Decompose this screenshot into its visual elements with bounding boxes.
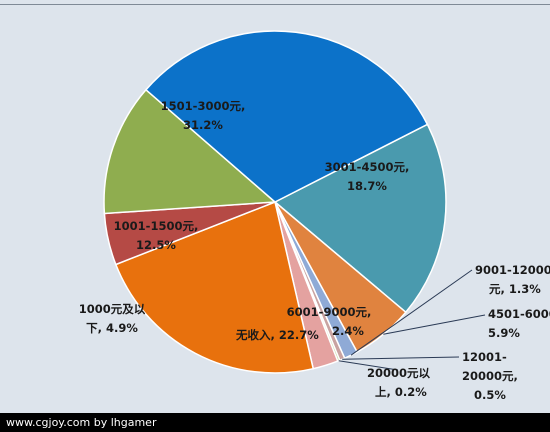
pie-slice	[273, 123, 447, 314]
frame-line	[0, 4, 550, 5]
slice-label-20000-plus: 20000元以上, 0.2%	[367, 366, 431, 399]
watermark-text: www.cgjoy.com by lhgamer	[6, 416, 157, 429]
leader-line	[383, 314, 486, 335]
pie-slice	[103, 88, 277, 215]
pie-slice	[144, 30, 429, 203]
slice-label-6001-9000: 6001-9000元, 2.4%	[287, 305, 372, 338]
slice-label-1001-1500: 1001-1500元, 12.5%	[114, 219, 199, 252]
pie-slices	[103, 30, 447, 374]
slice-label-below-1000: 1000元及以下, 4.9%	[79, 302, 146, 335]
slice-label-9001-12000: 9001-12000 元, 1.3%	[475, 263, 550, 296]
leader-line	[338, 360, 399, 371]
slice-label-no-income: 无收入, 22.7%	[235, 328, 319, 342]
leader-lines	[338, 269, 486, 371]
watermark-bar: www.cgjoy.com by lhgamer	[0, 413, 550, 432]
slice-label-12001-20000: 12001-20000元, 0.5%	[462, 350, 518, 402]
leader-line	[350, 269, 473, 356]
slice-label-3001-4500: 3001-4500元, 18.7%	[325, 160, 410, 193]
pie-chart: 1501-3000元, 31.2% 3001-4500元, 18.7% 1001-1…	[79, 30, 550, 402]
slice-label-1501-3000: 1501-3000元, 31.2%	[161, 99, 246, 132]
slice-label-4501-6000: 4501-6000元5.9%	[488, 307, 550, 340]
leader-line	[342, 356, 460, 360]
pie-slice	[114, 200, 315, 374]
